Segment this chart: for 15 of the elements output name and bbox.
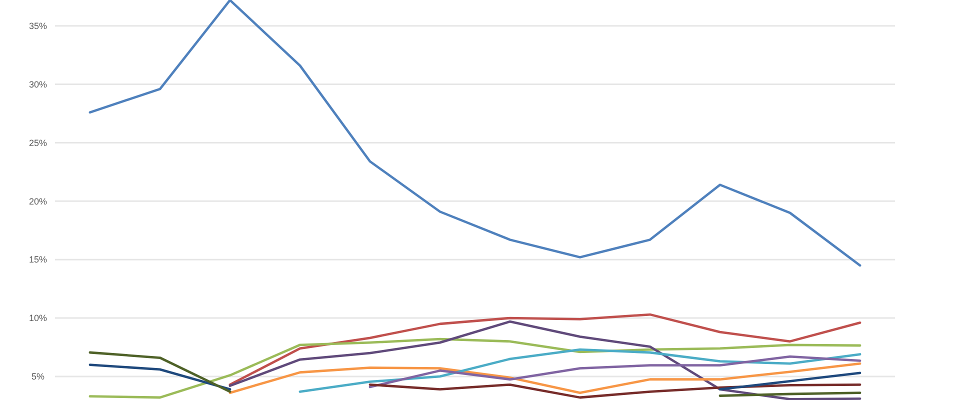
line-series [88,0,862,267]
line-series [298,348,862,393]
y-tick-label: 5% [31,372,45,382]
line-series [228,313,862,386]
y-tick-label: 35% [28,21,48,32]
y-tick-label: 25% [28,138,48,148]
line-series [368,355,862,388]
y-tick-label: 10% [28,313,48,324]
line-series [228,362,862,394]
line-series [368,383,862,399]
line-series [228,320,862,400]
y-tick-label: 20% [28,196,48,206]
line-series [88,338,862,399]
y-tick-label: 30% [28,79,48,90]
y-tick-label: 15% [28,254,48,265]
